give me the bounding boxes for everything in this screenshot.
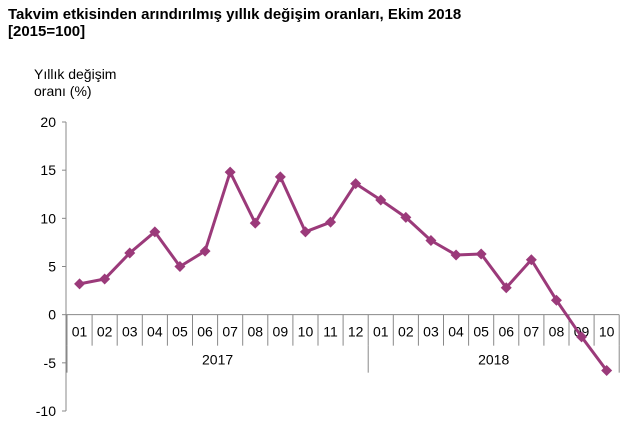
y-tick-label: -10 (36, 403, 56, 419)
data-point (299, 226, 311, 238)
x-tick-label: 01 (373, 324, 389, 340)
x-tick-label: 08 (549, 324, 565, 340)
x-tick-label: 04 (147, 324, 163, 340)
data-point (149, 226, 161, 238)
data-point (475, 248, 487, 260)
x-tick-label: 02 (97, 324, 113, 340)
x-tick-label: 11 (323, 324, 338, 340)
data-point (525, 254, 537, 266)
data-point (601, 365, 613, 377)
y-ticks: -10 -5 0 5 10 15 20 (36, 114, 66, 419)
x-categories: 01 02 03 04 05 06 07 08 09 10 11 12 01 02 03 04 05 06 07 08… (66, 314, 620, 346)
x-tick-label: 04 (448, 324, 464, 340)
x-groups: 2017 2018 (66, 345, 620, 373)
y-tick-label: 0 (48, 307, 56, 323)
x-tick-label: 06 (197, 324, 213, 340)
x-tick-label: 06 (498, 324, 514, 340)
y-axis-label-line2: oranı (%) (34, 83, 92, 99)
y-tick-label: 15 (40, 162, 56, 178)
chart-title: Takvim etkisinden arındırılmış yıllık de… (8, 6, 461, 40)
x-tick-label: 10 (599, 324, 615, 340)
data-point (550, 294, 562, 306)
y-tick-label: 10 (40, 210, 56, 226)
data-point (249, 217, 261, 229)
data-point (576, 331, 588, 343)
y-tick-label: 5 (48, 259, 56, 275)
x-tick-label: 05 (172, 324, 188, 340)
data-point (99, 273, 111, 285)
x-tick-label: 12 (348, 324, 364, 340)
data-point (500, 282, 512, 294)
x-tick-label: 03 (423, 324, 439, 340)
y-axis-label-line1: Yıllık değişim (34, 66, 117, 82)
data-point (74, 278, 86, 290)
data-point (174, 261, 186, 272)
chart-subtitle: [2015=100] (8, 23, 86, 40)
x-group-label: 2018 (478, 352, 509, 368)
data-point (350, 178, 362, 190)
x-group-label: 2017 (202, 352, 233, 368)
x-tick-label: 02 (398, 324, 414, 340)
x-tick-label: 08 (247, 324, 263, 340)
data-point (450, 249, 462, 261)
x-tick-label: 10 (298, 324, 314, 340)
series-line (79, 170, 608, 372)
x-tick-label: 09 (273, 324, 289, 340)
x-tick-label: 01 (72, 324, 88, 340)
x-tick-label: 07 (222, 324, 238, 340)
data-point (124, 247, 136, 259)
data-point (425, 234, 437, 246)
y-axis-label: Yıllık değişim oranı (%) (34, 66, 116, 100)
x-tick-label: 07 (524, 324, 540, 340)
x-tick-label: 05 (473, 324, 489, 340)
y-tick-label: 20 (40, 114, 56, 130)
data-point (325, 216, 337, 228)
y-tick-label: -5 (44, 355, 57, 371)
chart-title-text: Takvim etkisinden arındırılmış yıllık de… (8, 6, 462, 23)
data-point (375, 194, 387, 206)
x-tick-label: 03 (122, 324, 138, 340)
data-point (274, 171, 286, 183)
data-point (400, 211, 412, 223)
data-point (224, 166, 236, 178)
series (74, 166, 613, 377)
data-point (199, 245, 211, 257)
